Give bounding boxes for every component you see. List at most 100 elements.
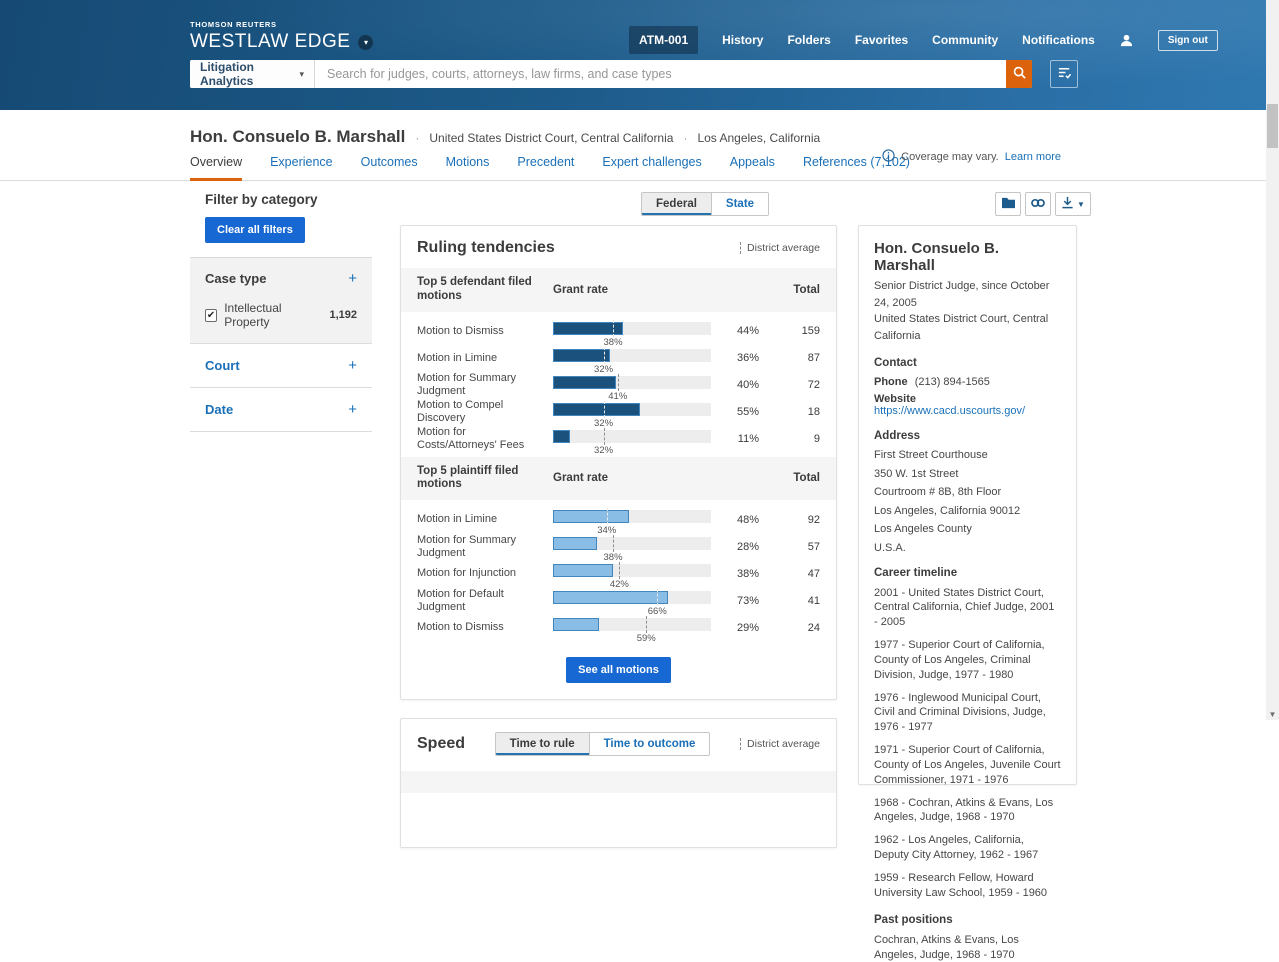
info-icon bbox=[882, 149, 895, 165]
sign-out-button[interactable]: Sign out bbox=[1157, 29, 1218, 51]
dot-separator: · bbox=[683, 131, 688, 145]
motion-row: Motion for Summary Judgment 41% 40% 72 bbox=[417, 372, 820, 402]
nav-notifications[interactable]: Notifications bbox=[1022, 33, 1095, 47]
filter-section-date[interactable]: Date + bbox=[190, 387, 372, 432]
scrollbar-thumb[interactable] bbox=[1267, 104, 1278, 148]
plaintiff-motions-header: Top 5 plaintiff filed motions Grant rate… bbox=[401, 456, 836, 501]
district-average-marker bbox=[603, 427, 605, 445]
career-entry: 1971 - Superior Court of California, Cou… bbox=[874, 744, 1061, 786]
vertical-scrollbar[interactable]: ▼ bbox=[1266, 0, 1279, 720]
tab-references[interactable]: References (7,102) bbox=[802, 155, 910, 169]
column-header-motions: Top 5 defendant filed motions bbox=[417, 276, 532, 302]
plus-icon[interactable]: + bbox=[348, 401, 357, 418]
career-timeline-header: Career timeline bbox=[874, 566, 958, 579]
download-button[interactable]: ▼ bbox=[1055, 192, 1091, 216]
bar-fill bbox=[553, 375, 617, 389]
page-toolbar: ▼ bbox=[995, 192, 1091, 216]
grant-rate-bar: 32% bbox=[553, 426, 711, 456]
district-average-marker bbox=[657, 589, 659, 607]
grant-rate-value: 29% bbox=[736, 621, 759, 634]
learn-more-link[interactable]: Learn more bbox=[1004, 151, 1061, 163]
legend-label: District average bbox=[747, 738, 820, 751]
filter-item-intellectual-property: ✔ Intellectual Property 1,192 bbox=[190, 297, 372, 343]
district-average-value: 32% bbox=[594, 363, 614, 375]
past-positions: Cochran, Atkins & Evans, Los Angeles, Ju… bbox=[874, 933, 1061, 962]
bar-fill bbox=[553, 618, 599, 632]
plus-icon[interactable]: + bbox=[348, 270, 357, 287]
motion-label: Motion to Dismiss bbox=[417, 621, 504, 634]
user-icon[interactable] bbox=[1119, 33, 1134, 48]
plaintiff-motion-rows: Motion in Limine 34% 48% 92 Motion for S… bbox=[401, 500, 836, 645]
career-entry: 2001 - United States District Court, Cen… bbox=[874, 586, 1055, 629]
motion-total: 72 bbox=[807, 379, 820, 392]
research-list-button[interactable] bbox=[1050, 60, 1078, 88]
grant-rate-value: 40% bbox=[736, 379, 759, 392]
tab-expert-challenges[interactable]: Expert challenges bbox=[602, 155, 702, 169]
career-entry: 1968 - Cochran, Atkins & Evans, Los Ange… bbox=[874, 796, 1054, 824]
career-entry: 1962 - Los Angeles, California, Deputy C… bbox=[874, 834, 1039, 862]
plus-icon[interactable]: + bbox=[348, 357, 357, 374]
grant-rate-value: 11% bbox=[737, 433, 759, 446]
search-button[interactable] bbox=[1006, 60, 1032, 88]
filter-section-case-type: Case type + ✔ Intellectual Property 1,19… bbox=[190, 257, 372, 343]
motion-total: 18 bbox=[807, 406, 820, 419]
toggle-time-to-outcome[interactable]: Time to outcome bbox=[588, 733, 710, 756]
district-average-legend: District average bbox=[740, 738, 820, 751]
motion-label: Motion for Summary Judgment bbox=[417, 534, 517, 559]
nav-favorites[interactable]: Favorites bbox=[854, 33, 909, 47]
judge-panel-court: United States District Court, Central Ca… bbox=[874, 313, 1049, 342]
career-entry: 1976 - Inglewood Municipal Court, Civil … bbox=[874, 691, 1046, 734]
contact-header: Contact bbox=[874, 357, 917, 369]
column-header-grant-rate: Grant rate bbox=[553, 283, 608, 296]
motion-total: 41 bbox=[807, 594, 820, 607]
link-icon bbox=[1030, 197, 1046, 212]
profile-header-bar: Hon. Consuelo B. Marshall · United State… bbox=[0, 110, 1266, 181]
search-scope-label: Litigation Analytics bbox=[200, 60, 254, 88]
filter-case-type-header[interactable]: Case type + bbox=[190, 258, 372, 297]
link-button[interactable] bbox=[1025, 192, 1051, 216]
filter-section-court[interactable]: Court + bbox=[190, 343, 372, 387]
filter-sidebar: Filter by category Clear all filters Cas… bbox=[190, 186, 372, 432]
bar-fill bbox=[553, 537, 598, 551]
top-nav: ATM-001 History Folders Favorites Commun… bbox=[629, 26, 1218, 54]
phone-row: Phone (213) 894-1565 bbox=[874, 376, 1061, 388]
profile-tabs: Overview Experience Outcomes Motions Pre… bbox=[190, 155, 910, 181]
toggle-federal[interactable]: Federal bbox=[642, 193, 711, 215]
nav-history[interactable]: History bbox=[722, 33, 764, 47]
tab-motions[interactable]: Motions bbox=[445, 155, 490, 169]
tab-appeals[interactable]: Appeals bbox=[729, 155, 775, 169]
toggle-state[interactable]: State bbox=[710, 193, 768, 215]
tab-precedent[interactable]: Precedent bbox=[517, 155, 575, 169]
filter-item-label: Intellectual Property bbox=[224, 301, 282, 329]
district-average-value: 32% bbox=[594, 417, 614, 429]
tab-outcomes[interactable]: Outcomes bbox=[360, 155, 418, 169]
website-link[interactable]: https://www.cacd.uscourts.gov/ bbox=[874, 405, 1026, 417]
motion-row: Motion for Default Judgment 66% 73% 41 bbox=[417, 587, 820, 617]
district-average-legend: District average bbox=[740, 242, 820, 254]
folder-button[interactable] bbox=[995, 192, 1021, 216]
see-all-motions-button[interactable]: See all motions bbox=[566, 657, 671, 684]
search-input[interactable] bbox=[315, 60, 1006, 88]
toggle-time-to-rule[interactable]: Time to rule bbox=[495, 733, 589, 756]
district-average-marker bbox=[603, 346, 605, 364]
district-average-value: 34% bbox=[597, 525, 617, 537]
search-scope-dropdown[interactable]: Litigation Analytics ▾ bbox=[190, 60, 315, 88]
main-content: Ruling tendencies District average Top 5… bbox=[400, 225, 837, 849]
nav-community[interactable]: Community bbox=[932, 33, 999, 47]
tab-experience[interactable]: Experience bbox=[270, 155, 333, 169]
motion-total: 24 bbox=[807, 621, 820, 634]
brand-caret-icon[interactable]: ▾ bbox=[358, 34, 374, 50]
dot-separator: · bbox=[415, 131, 420, 145]
clear-all-filters-button[interactable]: Clear all filters bbox=[205, 217, 305, 243]
grant-rate-value: 48% bbox=[736, 513, 759, 526]
address-lines: First Street Courthouse 350 W. 1st Street… bbox=[874, 449, 1061, 554]
motion-label: Motion to Compel Discovery bbox=[417, 399, 504, 425]
nav-folders[interactable]: Folders bbox=[787, 33, 831, 47]
tab-overview[interactable]: Overview bbox=[190, 155, 243, 181]
nav-client-id[interactable]: ATM-001 bbox=[629, 26, 699, 54]
scrollbar-down-arrow[interactable]: ▼ bbox=[1268, 710, 1277, 719]
checkbox-checked[interactable]: ✔ bbox=[205, 308, 218, 322]
district-average-marker bbox=[603, 400, 605, 418]
chevron-down-icon: ▾ bbox=[299, 68, 304, 79]
grant-rate-bar: 41% bbox=[553, 372, 711, 402]
